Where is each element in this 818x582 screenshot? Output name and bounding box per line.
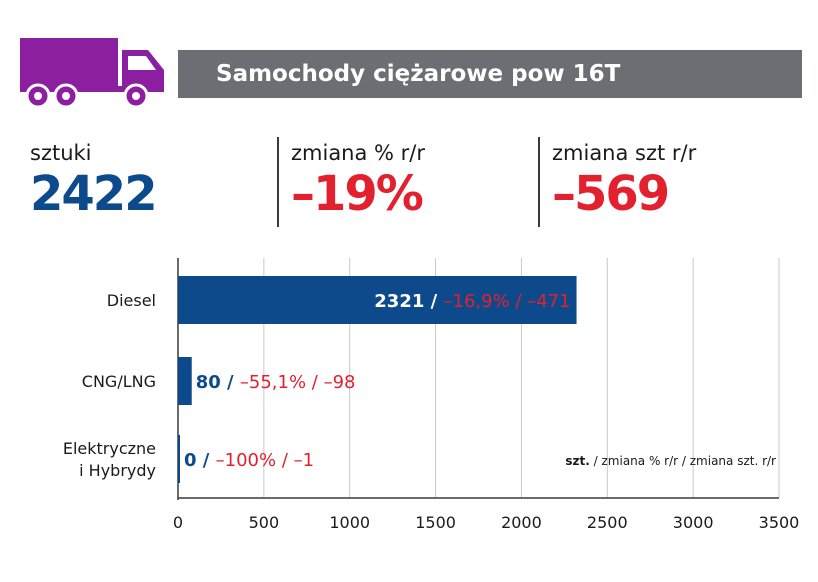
data-label-change: –55,1% / –98 xyxy=(240,372,356,393)
x-tick-label: 3500 xyxy=(759,513,800,532)
data-label-change: –16,9% / –471 xyxy=(444,291,571,312)
kpi-change-percent-label: zmiana % r/r xyxy=(291,141,426,165)
legend-note-rest: / zmiana % r/r / zmiana szt. r/r xyxy=(590,454,776,468)
kpi-change-units-value: –569 xyxy=(552,166,670,222)
category-label: CNG/LNG xyxy=(82,372,156,391)
data-label: 0 / –100% / –1 xyxy=(184,450,314,471)
x-tick-label: 2500 xyxy=(587,513,628,532)
page-title: Samochody ciężarowe pow 16T xyxy=(178,50,802,98)
kpi-units-label: sztuki xyxy=(30,141,92,165)
x-tick-label: 1000 xyxy=(329,513,370,532)
data-label-change: –100% / –1 xyxy=(216,450,314,471)
category-label: Diesel xyxy=(107,291,156,310)
kpi-units-value: 2422 xyxy=(30,166,158,222)
kpi-change-units: zmiana szt r/r –569 xyxy=(552,140,696,222)
x-tick-label: 0 xyxy=(173,513,183,532)
bar xyxy=(178,357,192,405)
category-label: Elektryczne xyxy=(63,439,156,458)
kpi-change-percent: zmiana % r/r –19% xyxy=(291,140,425,222)
x-tick-label: 3000 xyxy=(673,513,714,532)
data-label-value: 80 / xyxy=(196,372,240,393)
x-tick-label: 500 xyxy=(249,513,280,532)
data-label-value: 2321 / xyxy=(374,291,443,312)
kpi-change-percent-value: –19% xyxy=(291,166,424,222)
x-tick-label: 1500 xyxy=(415,513,456,532)
kpi-divider xyxy=(277,137,279,227)
category-label: i Hybrydy xyxy=(79,461,156,480)
x-tick-label: 2000 xyxy=(501,513,542,532)
bar xyxy=(178,276,577,324)
legend-note-bold: szt. xyxy=(565,454,589,468)
kpi-divider xyxy=(538,137,540,227)
truck-icon xyxy=(20,38,164,108)
kpi-units: sztuki 2422 xyxy=(30,140,158,222)
data-label: 2321 / –16,9% / –471 xyxy=(374,291,570,312)
data-label-value: 0 / xyxy=(184,450,216,471)
data-label: 80 / –55,1% / –98 xyxy=(196,372,356,393)
bar xyxy=(178,435,180,483)
kpi-change-units-label: zmiana szt r/r xyxy=(552,141,697,165)
legend-note: szt. / zmiana % r/r / zmiana szt. r/r xyxy=(565,454,776,468)
